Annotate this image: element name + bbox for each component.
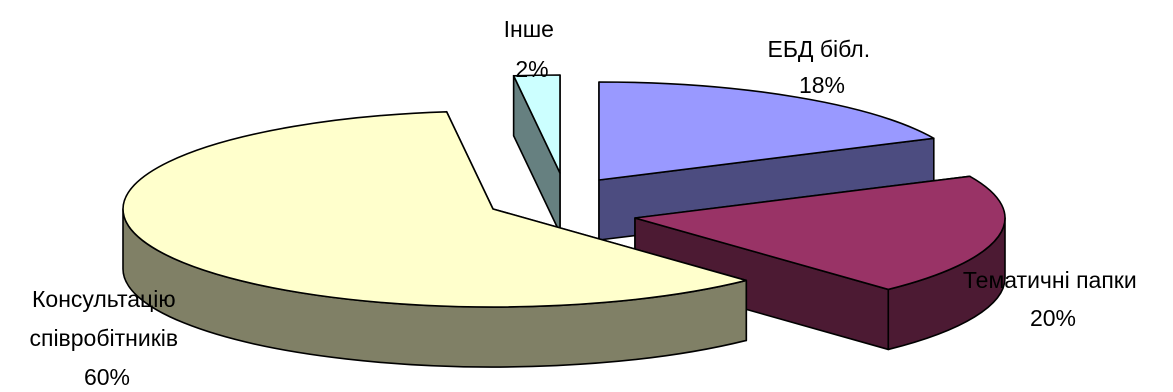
- pie-slices: [122, 74, 1006, 368]
- slice-label-tematychni: Тематичні папки 20%: [963, 267, 1143, 331]
- slice-label-konsultatsiiu-line2: співробітників: [29, 325, 178, 351]
- slice-label-ebd: ЕБД бібл. 18%: [767, 36, 876, 98]
- pie-slice-inshe: [512, 74, 561, 174]
- slice-label-ebd-name: ЕБД бібл.: [767, 36, 870, 62]
- slice-label-tematychni-value: 20%: [1030, 305, 1076, 331]
- slice-label-konsultatsiiu: Консультацію співробітників 60%: [29, 286, 184, 390]
- slice-label-konsultatsiiu-line1: Консультацію: [32, 286, 176, 312]
- pie-slice-tematychni: [634, 175, 1006, 291]
- slice-label-konsultatsiiu-value: 60%: [84, 364, 130, 390]
- slice-label-inshe-value: 2%: [515, 56, 548, 82]
- slice-label-inshe: Інше 2%: [504, 16, 561, 82]
- slice-label-ebd-value: 18%: [799, 72, 845, 98]
- slice-label-tematychni-name: Тематичні папки: [963, 267, 1137, 293]
- slice-label-inshe-name: Інше: [504, 16, 554, 42]
- pie-slice-ebd: [598, 81, 935, 181]
- pie-slice-konsultatsiiu: [122, 110, 748, 308]
